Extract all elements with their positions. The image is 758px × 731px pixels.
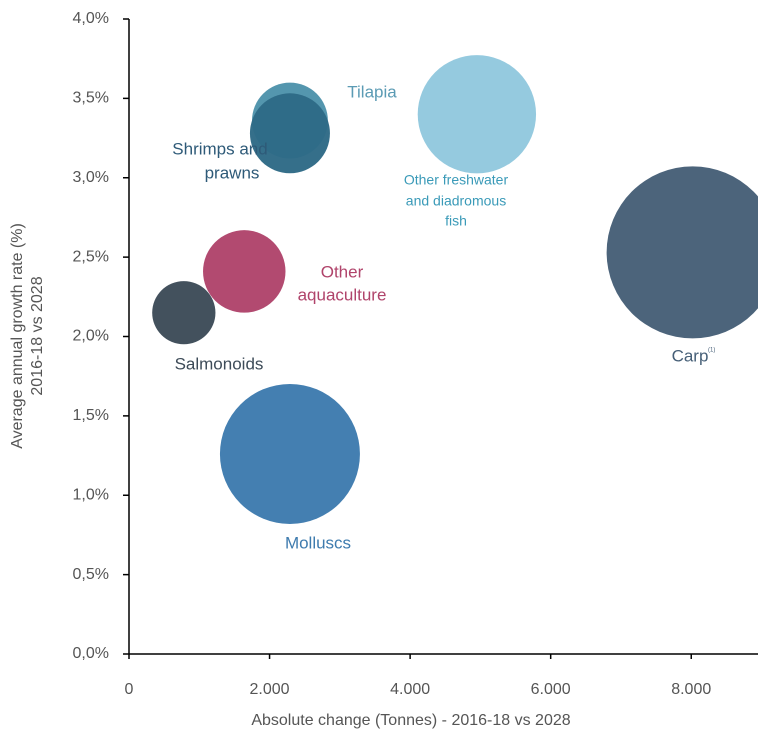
bubble-label: Shrimps and: [172, 139, 267, 158]
y-tick-label: 3,0%: [73, 169, 109, 186]
bubble-label: prawns: [205, 163, 260, 182]
bubble-label: Molluscs: [285, 533, 351, 552]
x-tick-label: 8.000: [671, 681, 711, 698]
y-tick-label: 0,0%: [73, 645, 109, 662]
bubble-label: Tilapia: [347, 82, 397, 101]
bubble-label: aquaculture: [298, 285, 387, 304]
bubble: [203, 230, 286, 313]
x-tick-label: 6.000: [531, 681, 571, 698]
bubble-label: and diadromous: [406, 193, 506, 209]
bubble-label: Other freshwater: [404, 172, 509, 188]
bubble: [219, 383, 360, 524]
y-tick-label: 3,5%: [73, 90, 109, 107]
bubble-label: Salmonoids: [175, 354, 264, 373]
bubble-label: Carp: [672, 346, 709, 365]
bubble: [249, 93, 330, 174]
y-tick-label: 1,0%: [73, 486, 109, 503]
x-axis-title: Absolute change (Tonnes) - 2016-18 vs 20…: [251, 712, 570, 729]
x-tick-label: 0: [125, 681, 134, 698]
bubble: [417, 55, 537, 174]
y-tick-label: 2,0%: [73, 328, 109, 345]
x-tick-label: 4.000: [390, 681, 430, 698]
bubble-label: Other: [321, 262, 364, 281]
y-tick-label: 1,5%: [73, 407, 109, 424]
x-tick-label: 2.000: [250, 681, 290, 698]
y-tick-label: 2,5%: [73, 248, 109, 265]
y-tick-label: 0,5%: [73, 566, 109, 583]
bubble-label: fish: [445, 213, 467, 229]
bubble: [152, 281, 216, 345]
y-axis-title: Average annual growth rate (%): [9, 223, 26, 449]
y-axis-title: 2016-18 vs 2028: [29, 276, 46, 395]
bubble-label-note: (1): [708, 348, 715, 354]
bubble: [606, 166, 758, 339]
y-tick-label: 4,0%: [73, 10, 109, 27]
